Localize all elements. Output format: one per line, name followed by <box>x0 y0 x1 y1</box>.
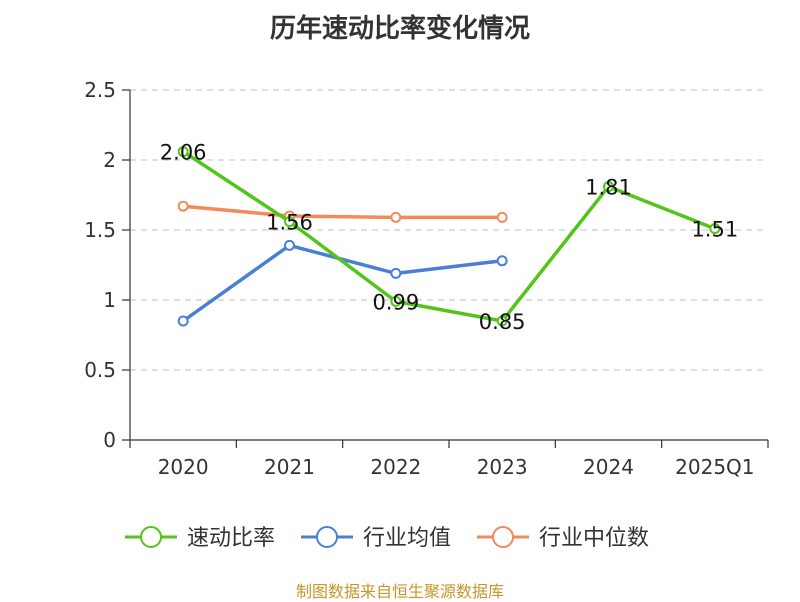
data-label: 2.06 <box>160 141 207 165</box>
y-tick-label: 1.5 <box>84 218 116 242</box>
data-point <box>177 200 189 212</box>
data-point <box>390 211 402 223</box>
chart-title: 历年速动比率变化情况 <box>269 14 530 44</box>
x-tick-label: 2021 <box>264 455 315 479</box>
legend-label: 行业中位数 <box>539 526 649 551</box>
x-tick-label: 2025Q1 <box>675 455 754 479</box>
x-tick-label: 2024 <box>583 455 634 479</box>
legend-marker <box>140 526 162 548</box>
y-tick-label: 0 <box>103 428 116 452</box>
y-tick-label: 1 <box>103 288 116 312</box>
x-tick-label: 2020 <box>158 455 209 479</box>
data-point <box>284 239 295 251</box>
data-point <box>496 255 508 267</box>
legend-marker <box>316 526 338 548</box>
y-tick-label: 2 <box>103 148 116 172</box>
series-lines <box>177 146 721 327</box>
data-label: 1.81 <box>585 176 632 200</box>
legend-item: 行业均值 <box>301 526 451 551</box>
x-tick-label: 2022 <box>370 455 421 479</box>
legend-item: 速动比率 <box>125 526 275 551</box>
grid-lines <box>130 89 768 371</box>
data-label: 1.56 <box>266 211 313 235</box>
series-line <box>182 243 503 323</box>
data-label: 0.99 <box>372 290 419 314</box>
data-point <box>177 146 189 158</box>
data-point <box>390 267 402 279</box>
data-label: 0.85 <box>479 310 526 334</box>
x-tick-label: 2023 <box>477 455 528 479</box>
data-point <box>496 211 508 223</box>
data-label: 1.51 <box>691 218 738 242</box>
data-point <box>177 315 189 327</box>
data-labels: 2.06 1.56 0.99 0.85 1.81 1.51 <box>160 141 738 334</box>
axes: 0 0.5 1 1.5 2 2.5 2020 2021 2022 2023 2024 2025Q1 <box>84 78 769 479</box>
data-point <box>603 181 614 193</box>
source-note: 制图数据来自恒生聚源数据库 <box>295 582 504 601</box>
data-point <box>709 223 721 235</box>
legend-label: 速动比率 <box>187 526 275 551</box>
data-point <box>284 216 295 228</box>
series-line <box>183 204 503 220</box>
legend-label: 行业均值 <box>363 526 451 551</box>
y-tick-label: 2.5 <box>84 78 116 102</box>
legend: 速动比率 行业均值 行业中位数 <box>125 526 649 551</box>
legend-marker <box>492 526 514 548</box>
data-point <box>390 295 402 307</box>
series-line <box>182 150 716 323</box>
y-tick-label: 0.5 <box>84 358 116 382</box>
legend-item: 行业中位数 <box>477 526 649 551</box>
data-point <box>496 315 508 327</box>
